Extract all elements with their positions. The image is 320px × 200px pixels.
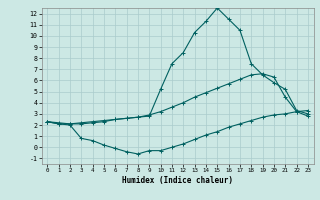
X-axis label: Humidex (Indice chaleur): Humidex (Indice chaleur) bbox=[122, 176, 233, 185]
